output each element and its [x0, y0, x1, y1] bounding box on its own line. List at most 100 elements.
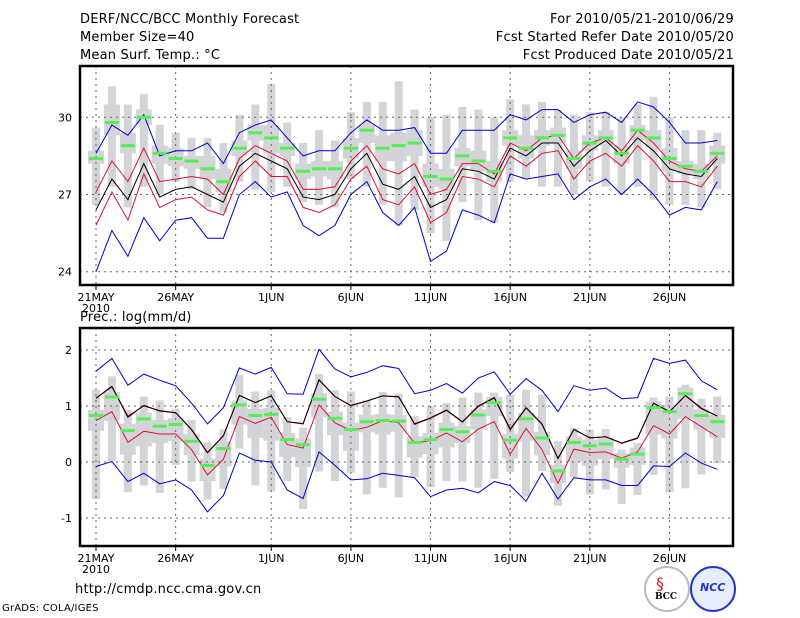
panel2-inner-box	[677, 387, 694, 419]
panel2-mean-marker	[200, 463, 215, 467]
panel2-whisker-box	[697, 398, 706, 475]
panel2-whisker-box	[299, 427, 308, 510]
panel2-mean-marker	[662, 410, 677, 414]
ncc-logo-text: NCC	[700, 581, 726, 594]
panel2-mean-marker	[120, 429, 135, 433]
panel2-x-tick-label: 11JUN	[414, 552, 448, 565]
panel2-mean-marker	[646, 406, 661, 410]
panel2-whisker-box	[315, 374, 324, 472]
panel2-max-line	[95, 348, 718, 425]
panel1-mean-marker	[535, 136, 550, 140]
panel2-mean-marker	[614, 457, 629, 461]
panel2-whisker-box	[617, 449, 626, 504]
panel2-whisker-box	[267, 390, 276, 492]
panel1-median-line	[95, 137, 718, 211]
panel1-mean-marker	[280, 146, 295, 150]
panel2-mean-marker	[343, 428, 358, 432]
panel2-mean-marker	[280, 438, 295, 442]
panel2-whisker-box	[378, 392, 387, 488]
panel2-mean-marker	[678, 392, 693, 396]
panel2-mean-marker	[327, 416, 342, 420]
panel2-inner-box	[374, 413, 391, 435]
panel2-whisker-box	[92, 389, 100, 499]
panel1-mean-marker	[264, 136, 279, 140]
panel2-x-tick-label: 16JUN	[493, 552, 527, 565]
bcc-logo-text: BCC	[655, 592, 678, 602]
panel2-median-line	[95, 378, 718, 460]
panel1-upper-quartile-line	[95, 129, 718, 196]
grads-credit: GrADS: COLA/IGES	[2, 603, 99, 614]
bcc-swirl-icon: §	[656, 574, 664, 593]
panel2-mean-marker	[248, 414, 263, 418]
panel2-inner-box	[183, 434, 200, 456]
panel1-mean-marker	[471, 159, 486, 163]
panel2-mean-marker	[519, 417, 534, 421]
panel1-whisker-box	[107, 86, 116, 187]
panel2-inner-box	[645, 401, 662, 435]
panel2-frame	[78, 326, 735, 548]
panel2-whisker-box	[506, 394, 515, 473]
panel2-mean-marker	[550, 469, 565, 473]
panel1-y-tick-label: 27	[58, 189, 72, 202]
panel2-mean-marker	[407, 440, 422, 444]
panel1-y-tick-label: 24	[58, 266, 72, 279]
panel1-mean-marker	[614, 151, 629, 155]
panel2-x-tick-label: 26JUN	[653, 552, 687, 565]
panel1-mean-marker	[455, 154, 470, 158]
panel2-mean-marker	[168, 422, 183, 426]
panel2-y-tick-label: 1	[65, 400, 72, 413]
panel1-mean-marker	[120, 144, 135, 148]
panel1-mean-marker	[184, 159, 199, 163]
panel1-whisker-box	[553, 109, 562, 187]
panel1-x-year-label: 2010	[82, 302, 110, 315]
panel2-inner-box	[709, 414, 726, 438]
panel1-min-line	[95, 173, 718, 272]
panel2-whisker-box	[394, 393, 403, 498]
panel1-y-tick-label: 30	[58, 111, 72, 124]
panel1-mean-marker	[678, 164, 693, 168]
temperature-panel-label: Mean Surf. Temp.: °C	[80, 48, 221, 63]
panel1-mean-marker	[694, 169, 709, 173]
panel2-mean-marker	[582, 444, 597, 448]
panel1-x-tick-label: 11JUN	[414, 291, 448, 304]
panel1-lower-quartile-line	[95, 144, 718, 226]
panel1-mean-marker	[662, 156, 677, 160]
panel2-whisker-box	[522, 389, 531, 497]
panel2-lower-quartile-line	[95, 403, 718, 485]
panel2-whisker-box	[474, 392, 483, 488]
forecast-period: For 2010/05/21-2010/06/29	[550, 12, 734, 27]
source-url[interactable]: http://cmdp.ncc.cma.gov.cn	[75, 582, 262, 597]
panel1-mean-marker	[327, 167, 342, 171]
panel2-mean-marker	[152, 424, 167, 428]
panel1-x-tick-label: 26MAY	[157, 291, 194, 304]
panel2-mean-marker	[359, 420, 374, 424]
panel1-mean-marker	[375, 146, 390, 150]
panel1-x-tick-label: 21JUN	[573, 291, 607, 304]
panel2-x-tick-label: 6JUN	[338, 552, 365, 565]
panel1-mean-marker	[407, 141, 422, 145]
panel1-mean-marker	[104, 120, 119, 124]
panel1-whisker-box	[139, 94, 148, 187]
forecast-produced-date: Fcst Produced Date 2010/05/21	[522, 48, 734, 63]
panel2-mean-marker	[471, 413, 486, 417]
panel2-y-tick-label: 2	[65, 344, 72, 357]
panel2-whisker-box	[681, 384, 690, 489]
panel2-x-tick-label: 21JUN	[573, 552, 607, 565]
panel2-mean-marker	[184, 439, 199, 443]
panel2-mean-marker	[439, 428, 454, 432]
panel1-mean-marker	[168, 156, 183, 160]
panel2-mean-marker	[296, 443, 311, 447]
panel2-mean-marker	[535, 436, 550, 440]
panel1-mean-marker	[312, 167, 327, 171]
panel1-mean-marker	[136, 115, 151, 119]
panel2-whisker-box	[362, 400, 371, 495]
panel1-mean-marker	[200, 167, 215, 171]
panel2-mean-marker	[232, 403, 247, 407]
panel1-mean-marker	[89, 156, 103, 160]
panel2-whisker-box	[665, 396, 674, 493]
panel2-mean-marker	[566, 440, 581, 444]
panel2-inner-box	[151, 420, 168, 443]
panel2-mean-marker	[423, 438, 438, 442]
panel2-mean-marker	[264, 412, 279, 416]
